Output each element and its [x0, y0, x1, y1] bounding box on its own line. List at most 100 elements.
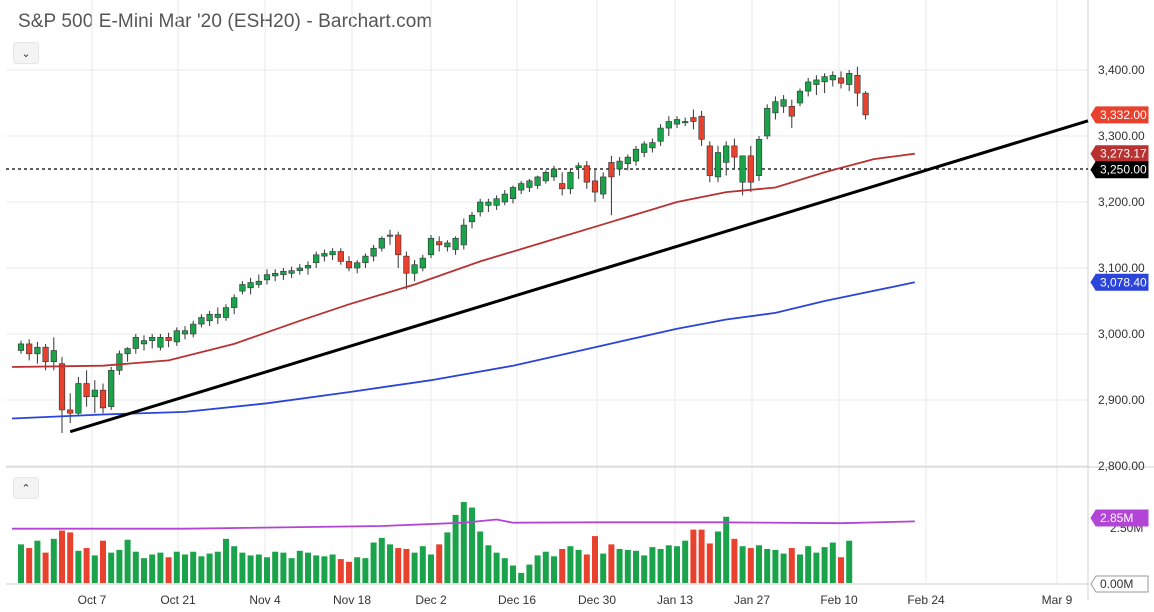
volume-bar	[526, 564, 533, 583]
candle-body	[99, 389, 107, 409]
candle	[567, 169, 574, 195]
candle	[165, 332, 172, 348]
candle-body	[534, 176, 541, 186]
volume-bar	[67, 532, 74, 583]
candle	[600, 172, 607, 199]
candle-body	[641, 143, 648, 153]
candle	[222, 304, 230, 321]
candle-body	[485, 201, 492, 206]
candle	[829, 71, 836, 87]
candle-body	[755, 139, 763, 176]
candle	[772, 96, 779, 120]
chevron-up-icon: ⌃	[21, 482, 31, 495]
candle	[690, 109, 697, 130]
price-tag-label: 3,332.00	[1100, 108, 1147, 122]
candle	[190, 320, 197, 338]
candle-body	[247, 282, 254, 289]
candle	[723, 141, 730, 176]
volume-bar	[616, 548, 623, 583]
candle	[329, 248, 336, 261]
candle	[698, 110, 705, 146]
volume-bar	[772, 549, 779, 583]
volume-moving-average	[12, 518, 915, 530]
volume-bar	[788, 548, 795, 583]
candle-body	[108, 369, 115, 407]
price-tag: 3,332.00	[1090, 106, 1149, 124]
volume-bar	[280, 552, 287, 583]
candle-body	[829, 74, 836, 81]
candle-body	[83, 383, 90, 397]
price-tag-label: 3,250.00	[1100, 163, 1147, 177]
candle-body	[239, 284, 246, 292]
candle	[157, 334, 164, 351]
candle-body	[395, 234, 402, 256]
volume-bar	[206, 553, 213, 583]
candle	[140, 335, 148, 351]
candle-body	[682, 121, 689, 124]
candle-body	[91, 389, 98, 398]
volume-bar	[542, 551, 549, 583]
candle	[682, 117, 689, 127]
volume-bar	[247, 555, 254, 583]
y-tick-label: 2,900.00	[1098, 393, 1145, 407]
candle-body	[132, 336, 139, 349]
candle	[608, 155, 615, 216]
collapse-price-pane-button[interactable]: ⌄	[13, 42, 39, 64]
candle	[796, 88, 804, 107]
candle	[534, 175, 541, 189]
volume-bar	[419, 546, 426, 583]
candle-body	[345, 261, 353, 269]
volume-bar	[534, 555, 541, 583]
candle	[337, 248, 344, 265]
volume-bar	[747, 548, 754, 583]
volume-bar	[239, 552, 246, 583]
candle	[362, 253, 369, 268]
candle-body	[624, 156, 631, 165]
candle-body	[190, 323, 197, 335]
candle	[477, 198, 484, 217]
collapse-volume-pane-button[interactable]: ⌃	[13, 477, 39, 499]
candle-body	[714, 152, 722, 178]
candle-body	[419, 257, 426, 269]
candle-body	[403, 255, 410, 274]
volume-bar	[173, 551, 180, 583]
volume-bar	[83, 548, 90, 583]
x-tick-label: Jan 13	[657, 593, 693, 607]
candle	[427, 235, 435, 259]
candle-body	[493, 198, 500, 206]
volume-bar	[321, 556, 328, 583]
volume-bar	[657, 548, 664, 583]
volume-bar	[75, 550, 82, 583]
candle-body	[329, 251, 336, 256]
x-tick-label: Jan 27	[734, 593, 770, 607]
candle-body	[411, 264, 418, 274]
candle-body	[263, 274, 271, 281]
candle-body	[436, 241, 443, 246]
volume-bar	[149, 554, 156, 583]
x-tick-label: Dec 16	[498, 593, 536, 607]
candle	[263, 269, 271, 285]
candle	[91, 380, 98, 414]
volume-bar	[485, 545, 492, 583]
volume-bar	[444, 532, 451, 583]
volume-bar	[813, 552, 820, 583]
volume-bar	[690, 529, 697, 583]
volume-bar	[108, 552, 115, 583]
candle-body	[116, 353, 123, 371]
candle	[116, 350, 123, 375]
candle-body	[862, 92, 869, 116]
candle	[345, 256, 353, 272]
volume-bar	[223, 538, 229, 583]
candle-body	[386, 234, 394, 237]
candle-body	[559, 183, 566, 190]
candle	[272, 269, 279, 282]
price-tag-shape	[1090, 106, 1149, 124]
volume-ma-tag: 2.85M	[1090, 509, 1149, 527]
price-tag-label: 2.85M	[1100, 511, 1133, 525]
candle-body	[526, 180, 533, 188]
volume-zero-tag: 0.00M	[1090, 575, 1149, 593]
volume-bar	[797, 554, 803, 583]
candle-body	[198, 317, 205, 325]
volume-bar	[641, 555, 648, 583]
